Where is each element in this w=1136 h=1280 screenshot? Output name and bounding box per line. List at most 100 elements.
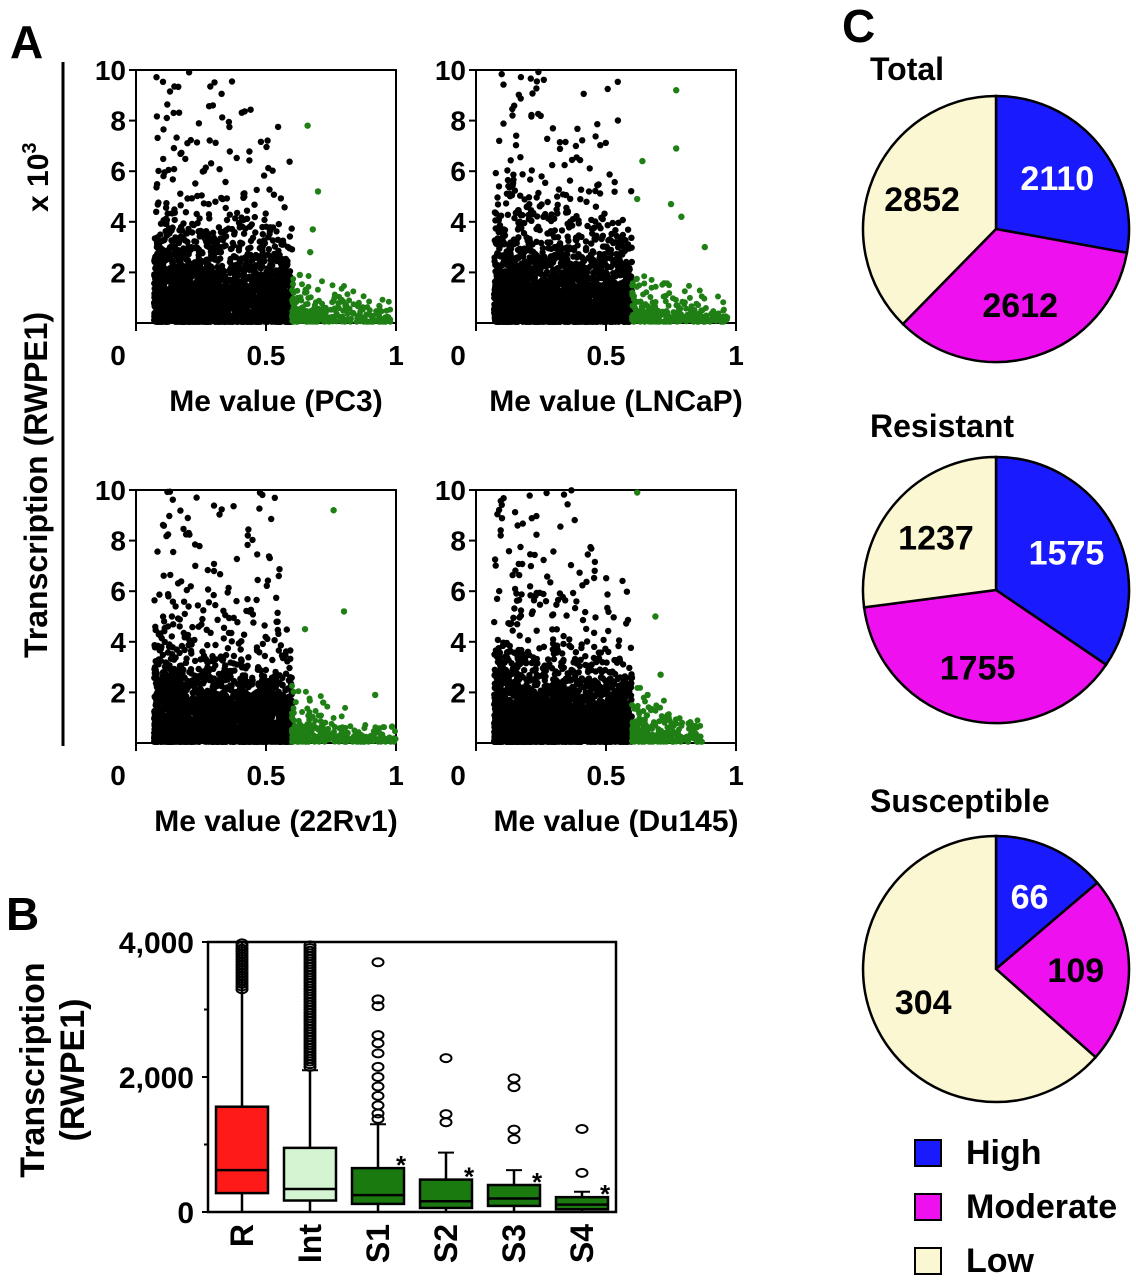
data-point <box>350 301 357 308</box>
data-point <box>177 233 185 240</box>
data-point <box>193 139 201 146</box>
data-point <box>152 309 159 316</box>
data-point <box>329 299 336 306</box>
data-point <box>613 232 620 240</box>
data-point <box>324 306 331 313</box>
data-point <box>247 106 254 113</box>
data-point <box>289 310 296 317</box>
data-point <box>567 260 574 267</box>
data-point <box>537 290 545 297</box>
data-point <box>175 83 182 91</box>
panel-label-b: B <box>6 888 39 940</box>
data-point <box>153 181 161 188</box>
data-point <box>266 310 274 318</box>
data-point <box>566 310 573 317</box>
data-point <box>575 298 582 305</box>
data-point <box>154 134 161 142</box>
data-point <box>155 281 162 289</box>
data-point <box>523 307 530 314</box>
data-point <box>241 190 248 197</box>
data-point <box>228 78 236 85</box>
data-point <box>155 167 162 175</box>
data-point <box>603 303 610 311</box>
data-point <box>159 308 166 315</box>
data-point <box>237 239 244 246</box>
data-point <box>387 306 394 313</box>
data-point <box>229 287 236 294</box>
data-point <box>379 296 386 303</box>
data-point <box>597 225 604 232</box>
data-point <box>175 239 182 247</box>
data-point <box>257 271 265 278</box>
data-point <box>305 295 312 301</box>
data-point <box>314 286 321 293</box>
data-point <box>168 257 175 264</box>
data-point <box>558 305 565 312</box>
data-point <box>523 203 530 210</box>
data-point <box>295 311 302 318</box>
data-point <box>525 247 533 254</box>
data-point <box>368 318 375 325</box>
data-point <box>316 297 322 304</box>
data-point <box>535 223 542 230</box>
data-point <box>157 297 164 304</box>
data-point <box>496 278 503 285</box>
data-point <box>232 215 239 222</box>
data-point <box>178 149 185 156</box>
data-point <box>597 292 605 299</box>
data-point <box>607 263 615 271</box>
data-point <box>262 210 269 217</box>
data-point <box>188 195 196 202</box>
data-point <box>493 294 500 301</box>
data-point <box>199 229 207 237</box>
data-point <box>243 258 250 265</box>
y-tick-label: 10 <box>95 55 126 86</box>
data-point <box>159 78 167 86</box>
data-point <box>614 262 621 270</box>
y-tick-label: 4 <box>450 207 466 238</box>
data-point <box>304 301 311 307</box>
data-point <box>257 138 265 145</box>
data-point <box>355 312 362 319</box>
data-point <box>176 227 183 234</box>
x-tick-label: 0 <box>450 340 466 371</box>
data-point <box>621 246 628 253</box>
panel-label-c: C <box>842 0 875 52</box>
x-axis-label: Me value (PC3) <box>169 385 382 418</box>
data-point <box>153 74 160 81</box>
data-point <box>234 261 242 268</box>
data-point <box>196 284 203 291</box>
data-point <box>155 251 162 258</box>
data-point <box>273 257 280 264</box>
data-point <box>226 258 234 266</box>
data-point <box>497 212 505 219</box>
y-tick-label: 10 <box>435 55 466 86</box>
data-point <box>586 165 593 172</box>
data-point <box>270 278 278 285</box>
data-point <box>540 213 547 220</box>
data-point <box>286 158 293 165</box>
data-point <box>500 297 507 304</box>
data-point <box>554 201 561 208</box>
data-point <box>168 277 176 285</box>
data-point <box>551 255 559 262</box>
data-point <box>206 137 213 144</box>
data-point <box>211 79 218 86</box>
data-point <box>151 258 158 265</box>
data-point <box>519 171 526 178</box>
data-point <box>494 201 502 208</box>
data-point <box>235 247 243 254</box>
data-point <box>349 310 356 317</box>
data-point <box>316 308 323 315</box>
data-point <box>517 154 524 161</box>
data-point <box>194 219 201 227</box>
data-point <box>566 280 573 287</box>
data-point <box>562 256 569 263</box>
data-point <box>603 316 610 323</box>
data-point <box>244 295 251 302</box>
data-point <box>184 140 191 147</box>
data-point <box>581 264 588 271</box>
data-point <box>338 296 345 303</box>
data-point <box>384 313 391 320</box>
